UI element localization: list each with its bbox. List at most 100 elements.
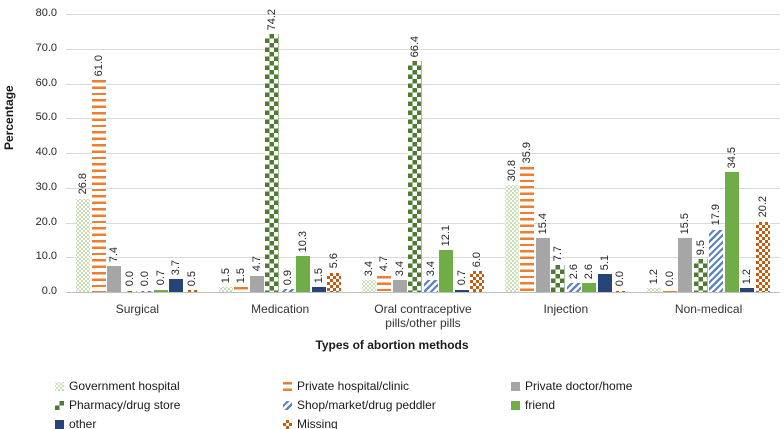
bar bbox=[265, 34, 280, 292]
bar bbox=[311, 286, 326, 292]
bar-value-label: 2.6 bbox=[567, 263, 580, 279]
bar-value-label: 1.2 bbox=[741, 268, 754, 284]
legend-label: Government hospital bbox=[69, 379, 180, 393]
gridline bbox=[66, 48, 780, 50]
bar bbox=[504, 184, 519, 292]
legend-item: Shop/market/drug peddler bbox=[283, 398, 436, 412]
bar-value-label: 17.9 bbox=[710, 204, 723, 226]
bar bbox=[107, 266, 122, 292]
category-label: Surgical bbox=[115, 302, 160, 316]
bar bbox=[724, 172, 739, 292]
bar bbox=[678, 238, 693, 292]
bar bbox=[423, 280, 438, 292]
legend-item: friend bbox=[511, 398, 555, 412]
bar-value-label: 5.6 bbox=[328, 253, 341, 269]
legend-label: Private doctor/home bbox=[525, 379, 633, 393]
legend-item: Private doctor/home bbox=[511, 379, 632, 393]
bar-value-label: 3.4 bbox=[393, 260, 406, 277]
legend-item: Government hospital bbox=[55, 379, 180, 393]
bar-value-label: 3.4 bbox=[424, 260, 437, 277]
bar-value-label: 15.4 bbox=[536, 213, 549, 235]
bar-value-label: 3.7 bbox=[170, 259, 183, 276]
y-tick-label: 50.0 bbox=[35, 111, 57, 124]
bar bbox=[597, 274, 612, 292]
y-tick-label: 70.0 bbox=[35, 41, 57, 54]
bar bbox=[169, 279, 184, 292]
bar-value-label: 12.1 bbox=[440, 224, 453, 246]
bar-value-label: 2.6 bbox=[583, 263, 596, 279]
gridline bbox=[66, 257, 780, 259]
bar bbox=[613, 290, 628, 292]
bar bbox=[755, 221, 770, 292]
bar-value-label: 0.0 bbox=[123, 271, 136, 287]
bar bbox=[234, 286, 249, 292]
legend-marker-shop-market-drug-peddler bbox=[283, 400, 292, 410]
legend-item: Pharmacy/drug store bbox=[55, 398, 180, 412]
bar-value-label: 0.0 bbox=[663, 271, 676, 287]
legend-marker-pharmacy-drug-store bbox=[55, 400, 64, 410]
bar-value-label: 6.0 bbox=[471, 251, 484, 268]
bar-value-label: 26.8 bbox=[77, 173, 90, 195]
gridline bbox=[66, 153, 780, 154]
bar bbox=[470, 271, 485, 292]
legend-marker-private-hospital-clinic bbox=[283, 381, 292, 391]
bar bbox=[296, 256, 311, 292]
bar-value-label: 66.4 bbox=[409, 35, 422, 58]
legend-label: Pharmacy/drug store bbox=[69, 398, 181, 412]
bar bbox=[408, 61, 423, 292]
bar-value-label: 34.5 bbox=[725, 146, 738, 169]
gridline bbox=[66, 222, 780, 224]
bar-value-label: 10.3 bbox=[297, 230, 310, 253]
bar bbox=[218, 286, 233, 292]
gridline bbox=[66, 292, 780, 293]
bar-value-label: 1.2 bbox=[648, 268, 661, 284]
bar bbox=[138, 290, 153, 292]
bar-value-label: 35.9 bbox=[521, 141, 534, 164]
y-tick-label: 10.0 bbox=[35, 250, 57, 263]
bar bbox=[520, 167, 535, 292]
bar bbox=[91, 80, 106, 292]
bar bbox=[566, 282, 581, 292]
bar-value-label: 4.7 bbox=[250, 256, 263, 272]
gridline bbox=[66, 83, 780, 85]
bar bbox=[377, 275, 392, 292]
gridline bbox=[66, 118, 780, 120]
bar bbox=[184, 290, 199, 292]
category-label: Non-medical bbox=[674, 302, 743, 316]
bar-value-label: 4.7 bbox=[378, 256, 391, 272]
bar bbox=[551, 265, 566, 292]
y-tick-label: 40.0 bbox=[35, 146, 57, 158]
category-label: Injection bbox=[543, 302, 589, 316]
bar-value-label: 61.0 bbox=[92, 54, 105, 77]
bar-value-label: 0.7 bbox=[154, 270, 167, 286]
legend-item: Private hospital/clinic bbox=[283, 379, 409, 393]
y-tick-label: 0.0 bbox=[41, 285, 57, 297]
bar-value-label: 0.7 bbox=[455, 270, 468, 286]
bar-value-label: 9.5 bbox=[694, 239, 707, 255]
legend-marker-government-hospital bbox=[55, 381, 64, 391]
legend-label: Missing bbox=[297, 417, 338, 429]
bar bbox=[122, 290, 137, 292]
bar-value-label: 0.0 bbox=[614, 271, 627, 287]
bar-value-label: 1.5 bbox=[235, 267, 248, 283]
legend-marker-friend bbox=[511, 400, 520, 410]
bar-value-label: 0.9 bbox=[281, 269, 294, 285]
bar-value-label: 20.2 bbox=[756, 196, 769, 218]
y-tick-label: 80.0 bbox=[35, 7, 57, 19]
legend-label: other bbox=[69, 417, 97, 429]
bar-value-label: 3.4 bbox=[362, 260, 375, 277]
bar bbox=[280, 288, 295, 292]
gridline bbox=[66, 187, 780, 189]
bar bbox=[327, 272, 342, 292]
bar-value-label: 30.8 bbox=[505, 159, 518, 181]
bar bbox=[153, 289, 168, 292]
bar bbox=[392, 280, 407, 292]
bar-value-label: 74.2 bbox=[266, 8, 279, 31]
bar bbox=[662, 290, 677, 292]
bar-value-label: 0.5 bbox=[185, 270, 198, 287]
legend-label: Private hospital/clinic bbox=[297, 379, 410, 393]
bar-value-label: 7.7 bbox=[552, 245, 565, 262]
x-axis-title: Types of abortion methods bbox=[315, 338, 469, 352]
bar bbox=[249, 275, 264, 292]
bar bbox=[709, 229, 724, 292]
